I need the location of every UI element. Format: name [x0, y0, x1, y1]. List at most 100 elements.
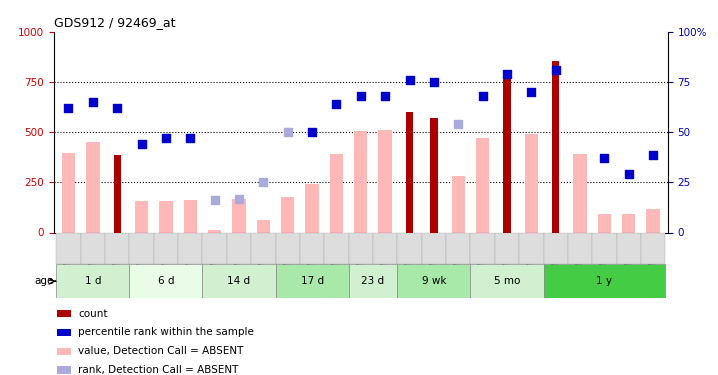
Point — [404, 77, 415, 83]
Point — [623, 171, 635, 177]
Bar — [568, 232, 592, 264]
Bar — [57, 310, 71, 317]
Text: 1 y: 1 y — [597, 276, 612, 286]
Point — [452, 121, 464, 127]
Bar — [159, 201, 172, 232]
Bar — [178, 232, 202, 264]
Bar — [251, 232, 276, 264]
Bar — [208, 231, 221, 232]
Bar — [154, 232, 178, 264]
Text: 23 d: 23 d — [361, 276, 385, 286]
Point — [477, 93, 488, 99]
Point — [648, 152, 659, 158]
Point — [87, 99, 98, 105]
Bar — [105, 232, 129, 264]
Bar — [495, 232, 519, 264]
Text: 6 d: 6 d — [158, 276, 174, 286]
Bar — [129, 232, 154, 264]
Bar — [281, 197, 294, 232]
Bar — [378, 130, 392, 232]
Bar — [330, 154, 343, 232]
Bar — [592, 232, 617, 264]
Bar — [397, 232, 421, 264]
Point — [185, 135, 196, 141]
Bar — [519, 232, 544, 264]
Point — [209, 197, 220, 203]
Text: 17 d: 17 d — [301, 276, 324, 286]
Bar — [641, 232, 666, 264]
Point — [282, 129, 294, 135]
Bar — [184, 200, 197, 232]
Bar — [56, 232, 80, 264]
Point — [331, 101, 342, 107]
Bar — [80, 232, 105, 264]
Point — [599, 155, 610, 161]
Bar — [57, 348, 71, 355]
Bar — [470, 232, 495, 264]
Text: GDS912 / 92469_at: GDS912 / 92469_at — [54, 16, 175, 29]
Text: percentile rank within the sample: percentile rank within the sample — [78, 327, 254, 338]
Bar — [62, 153, 75, 232]
Bar — [276, 232, 300, 264]
Point — [379, 93, 391, 99]
Bar — [373, 232, 397, 264]
Point — [428, 79, 439, 85]
Point — [501, 71, 513, 77]
Bar — [233, 200, 246, 232]
Point — [136, 141, 147, 147]
Bar — [421, 232, 446, 264]
Bar — [446, 232, 470, 264]
Text: 1 d: 1 d — [85, 276, 101, 286]
Bar — [354, 131, 368, 232]
Point — [62, 105, 74, 111]
Bar — [597, 214, 611, 232]
Bar — [56, 264, 129, 298]
Bar — [622, 214, 635, 232]
Bar — [57, 366, 71, 374]
Bar — [300, 232, 325, 264]
Bar — [525, 134, 538, 232]
Bar — [476, 138, 489, 232]
Point — [307, 129, 318, 135]
Bar — [430, 118, 437, 232]
Point — [111, 105, 123, 111]
Bar — [552, 61, 559, 232]
Bar — [129, 264, 202, 298]
Bar — [406, 112, 413, 232]
Bar — [397, 264, 470, 298]
Bar — [86, 142, 100, 232]
Bar — [646, 209, 660, 232]
Bar — [113, 155, 121, 232]
Point — [160, 135, 172, 141]
Bar — [227, 232, 251, 264]
Bar — [617, 232, 641, 264]
Bar — [470, 264, 544, 298]
Bar — [135, 201, 148, 232]
Point — [355, 93, 366, 99]
Text: rank, Detection Call = ABSENT: rank, Detection Call = ABSENT — [78, 365, 239, 375]
Point — [233, 196, 245, 202]
Text: age: age — [34, 276, 53, 286]
Bar — [57, 329, 71, 336]
Bar — [276, 264, 349, 298]
Text: 14 d: 14 d — [228, 276, 251, 286]
Point — [258, 179, 269, 185]
Point — [526, 89, 537, 95]
Bar — [305, 184, 319, 232]
Bar — [349, 264, 397, 298]
Bar — [349, 232, 373, 264]
Bar — [325, 232, 349, 264]
Bar — [256, 220, 270, 232]
Text: 5 mo: 5 mo — [494, 276, 520, 286]
Text: count: count — [78, 309, 108, 319]
Bar — [452, 176, 465, 232]
Bar — [544, 232, 568, 264]
Bar — [503, 78, 510, 232]
Bar — [544, 264, 666, 298]
Bar — [574, 154, 587, 232]
Text: 9 wk: 9 wk — [421, 276, 446, 286]
Bar — [202, 264, 276, 298]
Bar — [202, 232, 227, 264]
Point — [550, 67, 561, 73]
Text: value, Detection Call = ABSENT: value, Detection Call = ABSENT — [78, 346, 244, 356]
